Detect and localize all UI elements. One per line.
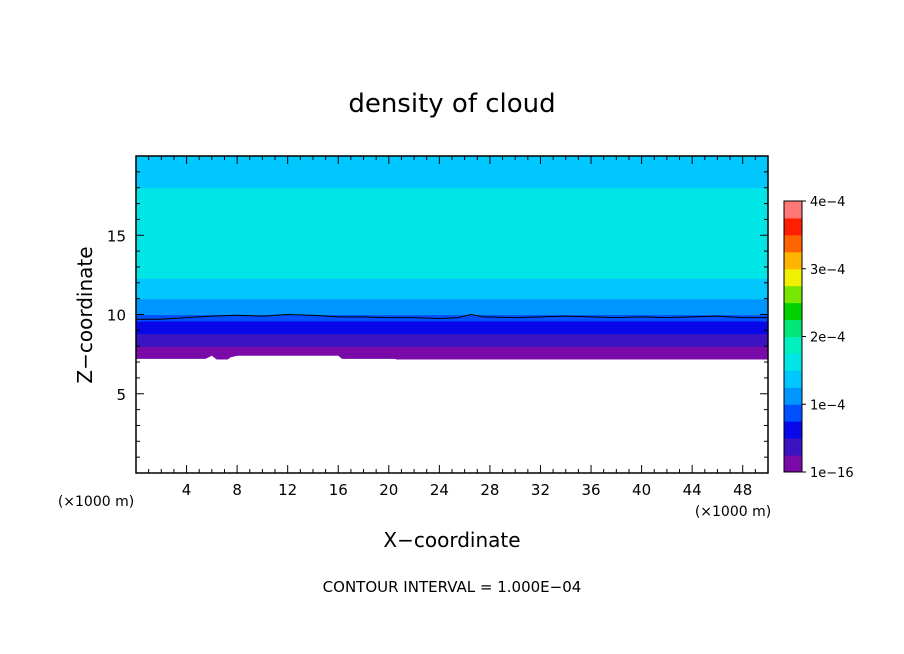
colorbar [784,201,802,473]
colorbar-swatch [784,455,802,473]
colorbar-swatch [784,234,802,253]
colorbar-swatch [784,353,802,371]
density-band [136,289,768,300]
density-band [136,352,768,360]
x-tick-label: 12 [278,481,297,499]
x-tick-label: 4 [182,481,192,499]
colorbar-swatch [784,201,802,219]
x-axis-ticks: 4 8 12 16 20 24 28 32 36 40 44 48 [148,156,756,499]
contour-interval-note: CONTOUR INTERVAL = 1.000E−04 [323,578,582,596]
chart-title: density of cloud [348,89,555,119]
y-tick-label: 15 [107,227,126,245]
colorbar-tick-label: 3e−4 [810,263,845,278]
x-tick-label: 48 [733,481,752,499]
colorbar-tick-label: 1e−16 [810,466,854,481]
x-tick-label: 20 [379,481,398,499]
colorbar-swatch [784,387,802,405]
x-unit-left: (×1000 m) [58,494,134,510]
density-band [136,298,768,308]
y-tick-label: 5 [116,386,126,404]
density-band [136,339,768,347]
colorbar-swatch [784,268,802,287]
colorbar-tick-label: 1e−4 [810,398,845,413]
plot-area [136,156,768,473]
x-tick-label: 40 [632,481,651,499]
colorbar-swatch [784,217,802,236]
density-bands [136,156,768,360]
colorbar-swatch [784,438,802,456]
colorbar-swatch [784,370,802,388]
y-axis-ticks: 5 10 15 [107,171,768,458]
colorbar-swatch [784,285,802,304]
density-band [136,198,768,213]
colorbar-swatch [784,421,802,439]
x-axis-label: X−coordinate [383,528,520,552]
colorbar-swatch [784,336,802,354]
colorbar-tick-label: 2e−4 [810,331,845,346]
density-band [136,346,768,354]
y-tick-label: 10 [107,307,126,325]
x-unit-right: (×1000 m) [695,504,771,520]
colorbar-swatch [784,319,802,337]
density-band [136,263,768,279]
x-tick-label: 32 [531,481,550,499]
colorbar-swatch [784,404,802,422]
colorbar-tick-label: 4e−4 [810,195,845,210]
colorbar-swatch [784,302,802,321]
density-band [136,211,768,265]
density-band [136,333,768,341]
density-band [136,306,768,316]
colorbar-swatch [784,251,802,270]
density-band [136,187,768,200]
density-band [136,327,768,335]
y-axis-label: Z−coordinate [73,246,97,383]
density-band [136,175,768,189]
x-tick-label: 36 [581,481,600,499]
density-band [136,278,768,290]
x-tick-label: 8 [232,481,242,499]
x-tick-label: 16 [329,481,348,499]
x-tick-label: 24 [430,481,449,499]
cloud-base-mask [136,355,768,473]
density-band [136,320,768,328]
x-tick-label: 28 [480,481,499,499]
colorbar-ticks: 1e−16 1e−4 2e−4 3e−4 4e−4 [802,195,854,481]
contour-line [136,313,768,320]
density-band [136,156,768,176]
x-tick-label: 44 [683,481,702,499]
